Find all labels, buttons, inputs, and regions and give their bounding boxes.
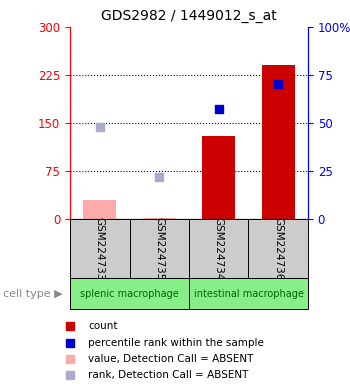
Text: intestinal macrophage: intestinal macrophage: [194, 289, 303, 299]
Bar: [189, 278, 308, 309]
Bar: [70, 278, 189, 309]
Bar: [83, 200, 116, 219]
Bar: [189, 219, 248, 278]
Bar: [70, 219, 130, 278]
Bar: [202, 136, 235, 219]
Text: value, Detection Call = ABSENT: value, Detection Call = ABSENT: [88, 354, 253, 364]
Bar: [130, 219, 189, 278]
Bar: [248, 219, 308, 278]
Text: splenic macrophage: splenic macrophage: [80, 289, 179, 299]
Text: count: count: [88, 321, 118, 331]
Bar: [262, 65, 295, 219]
Text: rank, Detection Call = ABSENT: rank, Detection Call = ABSENT: [88, 371, 248, 381]
Text: GSM224736: GSM224736: [273, 217, 283, 280]
Text: percentile rank within the sample: percentile rank within the sample: [88, 338, 264, 348]
Text: GSM224733: GSM224733: [95, 217, 105, 280]
Text: GSM224735: GSM224735: [154, 217, 164, 280]
Bar: [143, 218, 176, 219]
Title: GDS2982 / 1449012_s_at: GDS2982 / 1449012_s_at: [101, 9, 277, 23]
Text: cell type ▶: cell type ▶: [4, 289, 63, 299]
Text: GSM224734: GSM224734: [214, 217, 224, 280]
